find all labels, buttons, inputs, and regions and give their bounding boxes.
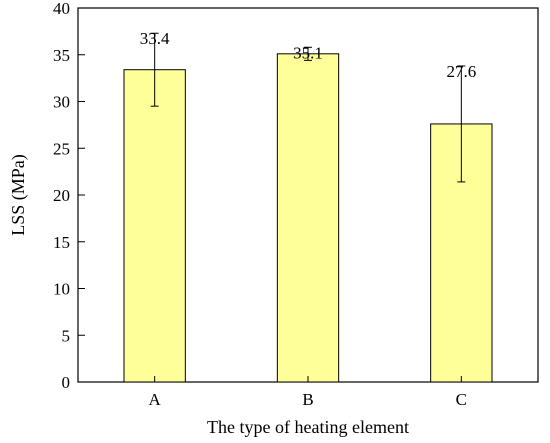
bar bbox=[123, 69, 186, 383]
x-axis-title: The type of heating element bbox=[207, 417, 409, 437]
x-tick-label: C bbox=[456, 390, 467, 409]
y-tick-label: 15 bbox=[53, 233, 70, 252]
bar bbox=[276, 53, 340, 383]
bar-series: 33.4 35.1 27.6 bbox=[123, 29, 493, 383]
y-tick-label: 40 bbox=[53, 0, 70, 18]
data-label: 27.6 bbox=[446, 62, 476, 81]
y-tick-label: 25 bbox=[53, 139, 70, 158]
data-label: 33.4 bbox=[140, 29, 170, 48]
y-tick-label: 5 bbox=[62, 326, 71, 345]
x-tick-label: B bbox=[302, 390, 313, 409]
x-axis: A B C bbox=[149, 376, 467, 409]
y-tick-label: 20 bbox=[53, 186, 70, 205]
y-tick-label: 30 bbox=[53, 93, 70, 112]
y-tick-label: 0 bbox=[62, 373, 71, 392]
y-axis: 0 5 10 15 20 25 30 35 40 bbox=[53, 0, 85, 392]
y-tick-label: 10 bbox=[53, 280, 70, 299]
y-axis-title: LSS (MPa) bbox=[8, 154, 29, 236]
x-tick-label: A bbox=[149, 390, 162, 409]
data-label: 35.1 bbox=[293, 43, 323, 62]
y-tick-label: 35 bbox=[53, 46, 70, 65]
